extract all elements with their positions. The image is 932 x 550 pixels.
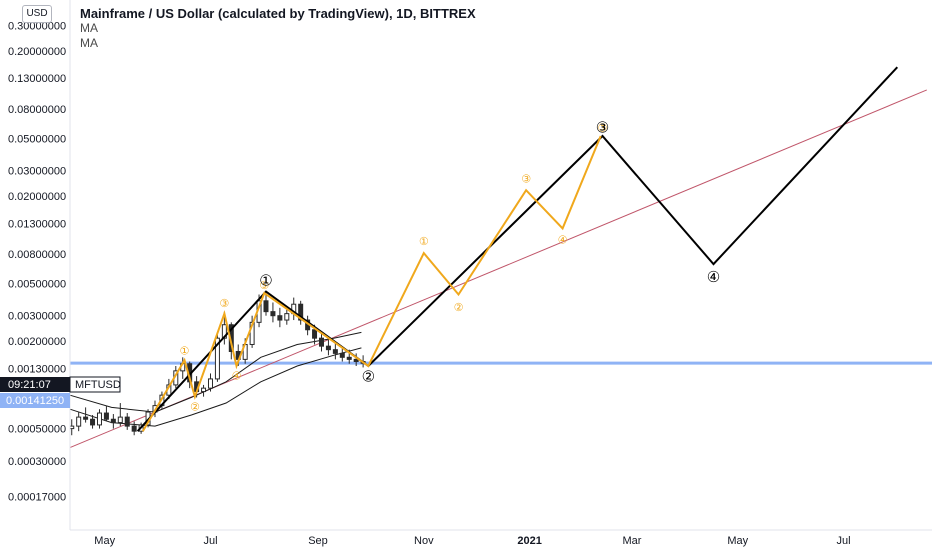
candle bbox=[298, 300, 304, 325]
candle bbox=[207, 373, 213, 392]
candle bbox=[76, 412, 82, 432]
x-tick-label: 2021 bbox=[517, 535, 541, 547]
y-tick-label: 0.08000000 bbox=[8, 104, 66, 116]
minor-wave-label[interactable]: ③ bbox=[598, 122, 608, 135]
candle bbox=[284, 309, 290, 325]
minor-wave-label[interactable]: ② bbox=[190, 400, 200, 413]
minor-wave-label[interactable]: ③ bbox=[521, 173, 531, 186]
y-tick-label: 0.00030000 bbox=[8, 456, 66, 468]
ma-indicator-1[interactable]: MA bbox=[80, 21, 98, 35]
major-wave-label[interactable]: ④ bbox=[707, 268, 720, 286]
candle bbox=[263, 291, 269, 316]
y-tick-label: 0.02000000 bbox=[8, 191, 66, 203]
symbol-label: MFTUSD bbox=[75, 379, 121, 391]
candle bbox=[131, 421, 137, 436]
candle bbox=[103, 405, 109, 422]
y-tick-label: 0.00050000 bbox=[8, 424, 66, 436]
candle bbox=[332, 342, 338, 360]
price-badge bbox=[0, 393, 70, 408]
chart-legend: Mainframe / US Dollar (calculated by Tra… bbox=[80, 6, 476, 51]
currency-button[interactable]: USD bbox=[22, 5, 52, 23]
y-tick-label: 0.05000000 bbox=[8, 133, 66, 145]
y-tick-label: 0.13000000 bbox=[8, 73, 66, 85]
major-wave-label[interactable]: ③ bbox=[596, 119, 609, 137]
x-tick-label: Jul bbox=[837, 535, 851, 547]
minor-wave-label[interactable]: ④ bbox=[232, 370, 242, 383]
ma-indicator-2[interactable]: MA bbox=[80, 36, 98, 50]
candle bbox=[325, 338, 331, 356]
y-tick-label: 0.00300000 bbox=[8, 311, 66, 323]
minor-wave-label[interactable]: ① bbox=[180, 344, 190, 357]
x-axis-panel[interactable] bbox=[0, 530, 932, 550]
candle bbox=[270, 302, 276, 323]
candle bbox=[96, 409, 102, 429]
x-tick-label: Sep bbox=[308, 535, 328, 547]
candle bbox=[201, 384, 207, 397]
chart-title: Mainframe / US Dollar (calculated by Tra… bbox=[80, 6, 476, 21]
candle bbox=[277, 307, 283, 328]
y-axis-ticks: 0.30000000 0.20000000 0.13000000 0.08000000… bbox=[8, 21, 66, 504]
y-tick-label: 0.00130000 bbox=[8, 363, 66, 375]
minor-wave-label[interactable]: ① bbox=[419, 235, 429, 248]
y-tick-label: 0.00017000 bbox=[8, 492, 66, 504]
major-wave-label[interactable]: ① bbox=[259, 272, 272, 290]
candle bbox=[214, 332, 220, 382]
candle bbox=[339, 347, 345, 362]
y-tick-label: 0.03000000 bbox=[8, 166, 66, 178]
candle bbox=[124, 413, 130, 430]
x-tick-label: Jul bbox=[203, 535, 217, 547]
y-tick-label: 0.20000000 bbox=[8, 46, 66, 58]
x-tick-label: Mar bbox=[622, 535, 641, 547]
minor-wave-label[interactable]: ④ bbox=[558, 233, 568, 246]
minor-wave-label[interactable]: ② bbox=[454, 301, 464, 314]
minor-wave-line[interactable] bbox=[141, 135, 602, 432]
candle bbox=[318, 332, 324, 352]
x-tick-label: May bbox=[94, 535, 115, 547]
candle bbox=[110, 414, 116, 429]
y-tick-label: 0.30000000 bbox=[8, 21, 66, 33]
candle bbox=[117, 403, 123, 427]
minor-wave-label[interactable]: ⑤ bbox=[259, 279, 269, 292]
y-tick-label: 0.00800000 bbox=[8, 249, 66, 261]
price-label: 0.00141250 bbox=[6, 395, 64, 407]
x-tick-label: May bbox=[727, 535, 748, 547]
symbol-badge bbox=[69, 376, 121, 393]
major-wave-line[interactable] bbox=[136, 66, 899, 432]
y-tick-label: 0.01300000 bbox=[8, 218, 66, 230]
x-axis-ticks: May Jul Sep Nov 2021 Mar May Jul bbox=[94, 535, 850, 547]
candle bbox=[90, 415, 96, 429]
y-tick-label: 0.00200000 bbox=[8, 336, 66, 348]
y-tick-label: 0.00500000 bbox=[8, 279, 66, 291]
crosshair-labels: 09:21:07 MFTUSD 0.00141250 bbox=[0, 376, 121, 408]
crosshair-time-badge bbox=[0, 377, 70, 392]
minor-wave-label[interactable]: ③ bbox=[219, 297, 229, 310]
x-tick-label: Nov bbox=[414, 535, 434, 547]
y-axis-panel[interactable] bbox=[0, 0, 70, 530]
major-wave-label[interactable]: ② bbox=[362, 368, 375, 386]
candle bbox=[353, 353, 359, 367]
candle bbox=[83, 407, 89, 423]
crosshair-time-label: 09:21:07 bbox=[8, 379, 51, 391]
